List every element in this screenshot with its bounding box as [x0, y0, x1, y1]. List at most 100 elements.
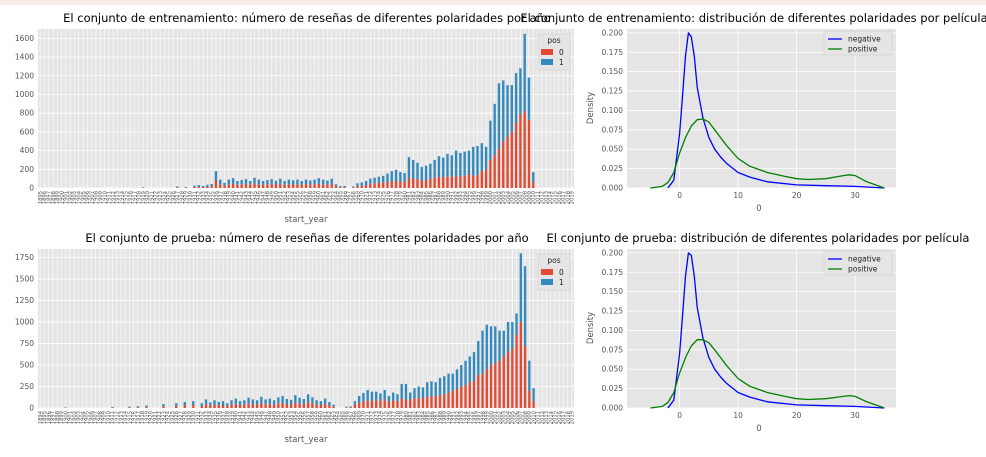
bar-pos-0 — [532, 182, 535, 188]
train-density-panel: El conjunto de entrenamiento: distribuci… — [520, 11, 986, 214]
density-line-positive — [650, 118, 885, 189]
bar-pos-0 — [424, 180, 428, 188]
bar-pos-0 — [345, 407, 348, 408]
x-tick-label: 1945 — [255, 411, 261, 424]
bar-pos-1 — [360, 182, 363, 186]
bar-pos-0 — [489, 159, 492, 188]
bar-pos-0 — [468, 382, 471, 408]
bar-pos-1 — [502, 330, 505, 357]
x-tick-label: 30 — [850, 191, 860, 200]
bar-pos-0 — [145, 406, 148, 408]
bar-pos-0 — [437, 176, 441, 188]
x-tick-label: 1926 — [171, 191, 177, 204]
y-tick-label: 0 — [29, 404, 34, 413]
bar-pos-1 — [145, 405, 148, 407]
x-tick-label: 1952 — [285, 411, 291, 424]
bar-pos-0 — [264, 404, 267, 408]
bar-pos-0 — [519, 115, 522, 188]
x-tick-label: 1945 — [252, 191, 258, 204]
bar-pos-1 — [369, 178, 372, 184]
bar-pos-1 — [217, 401, 220, 406]
x-tick-label: 1934 — [208, 410, 214, 424]
bar-pos-0 — [373, 183, 376, 188]
x-tick-label: 1968 — [351, 191, 357, 204]
bar-pos-0 — [175, 405, 178, 408]
x-tick-label: 1923 — [158, 191, 164, 204]
x-tick-label: 2019 — [570, 411, 576, 424]
x-tick-label: 1994 — [462, 190, 468, 204]
bar-pos-0 — [511, 347, 514, 408]
bar-pos-1 — [323, 398, 327, 404]
bar-pos-1 — [489, 120, 492, 160]
bar-pos-1 — [396, 394, 399, 402]
bar-pos-1 — [287, 179, 291, 185]
x-tick-label: 1953 — [289, 411, 295, 424]
test-density-ylabel: Density — [586, 312, 596, 344]
bar-pos-0 — [463, 175, 466, 188]
bar-pos-0 — [353, 404, 357, 408]
bar-pos-1 — [255, 400, 259, 405]
bar-pos-1 — [136, 406, 140, 408]
x-tick-label: 1940 — [234, 411, 240, 424]
bar-pos-1 — [514, 72, 518, 123]
bar-pos-1 — [407, 157, 411, 178]
x-tick-label: 1898 — [51, 191, 57, 204]
bar-pos-1 — [257, 179, 261, 185]
x-tick-label: 1895 — [38, 191, 44, 204]
x-tick-label: 1964 — [334, 190, 340, 204]
bar-pos-0 — [279, 183, 282, 188]
x-tick-label: 1997 — [476, 411, 482, 424]
x-tick-label: 1980 — [404, 411, 410, 424]
bar-pos-0 — [433, 177, 436, 188]
x-tick-label: 1932 — [197, 191, 203, 204]
bar-pos-1 — [270, 179, 273, 184]
x-tick-label: 1921 — [149, 191, 155, 204]
bar-pos-1 — [210, 183, 213, 187]
y-tick-label: 200 — [20, 165, 35, 174]
bar-pos-1 — [383, 389, 386, 400]
y-tick-label: 500 — [20, 361, 35, 370]
bar-pos-0 — [236, 184, 239, 188]
bar-pos-1 — [485, 324, 488, 370]
bar-pos-0 — [332, 406, 335, 408]
x-tick-label: 1913 — [119, 411, 125, 424]
x-tick-label: 1951 — [278, 191, 284, 204]
x-tick-label: 1904 — [80, 410, 86, 424]
y-tick-label: 0.000 — [602, 184, 624, 193]
x-tick-label: 1967 — [348, 411, 354, 424]
bar-pos-1 — [476, 145, 479, 175]
bar-pos-0 — [413, 398, 416, 408]
x-tick-label: 1939 — [227, 191, 233, 204]
x-tick-label: 1935 — [212, 411, 218, 424]
bar-pos-0 — [226, 405, 229, 408]
x-tick-label: 1937 — [221, 411, 227, 424]
bar-pos-0 — [358, 402, 361, 408]
x-tick-label: 1946 — [257, 191, 263, 204]
y-tick-label: 0.025 — [602, 384, 624, 393]
x-tick-label: 1953 — [287, 191, 293, 204]
bar-pos-0 — [306, 401, 310, 408]
x-tick-label: 1974 — [377, 190, 383, 204]
bar-pos-1 — [260, 396, 263, 403]
bar-pos-1 — [447, 373, 450, 393]
bar-pos-0 — [472, 380, 476, 408]
bar-pos-1 — [328, 401, 331, 406]
bar-pos-0 — [506, 136, 509, 188]
bar-pos-0 — [304, 184, 308, 188]
bar-pos-1 — [298, 397, 301, 404]
bar-pos-1 — [375, 391, 378, 400]
bar-pos-0 — [253, 183, 256, 188]
test-bar-legend: pos 01 — [537, 253, 571, 291]
bar-pos-1 — [274, 180, 278, 185]
bar-pos-1 — [387, 395, 391, 402]
x-tick-label: 1963 — [331, 411, 337, 424]
bar-pos-0 — [502, 141, 505, 188]
x-tick-label: 1955 — [295, 191, 301, 204]
bar-pos-0 — [298, 403, 301, 408]
legend-entry: 1 — [559, 278, 564, 287]
bar-pos-1 — [420, 166, 423, 181]
test-bar-xlabel: start_year — [284, 435, 328, 445]
x-tick-label: 1897 — [51, 411, 57, 424]
x-tick-label: 1949 — [272, 411, 278, 424]
